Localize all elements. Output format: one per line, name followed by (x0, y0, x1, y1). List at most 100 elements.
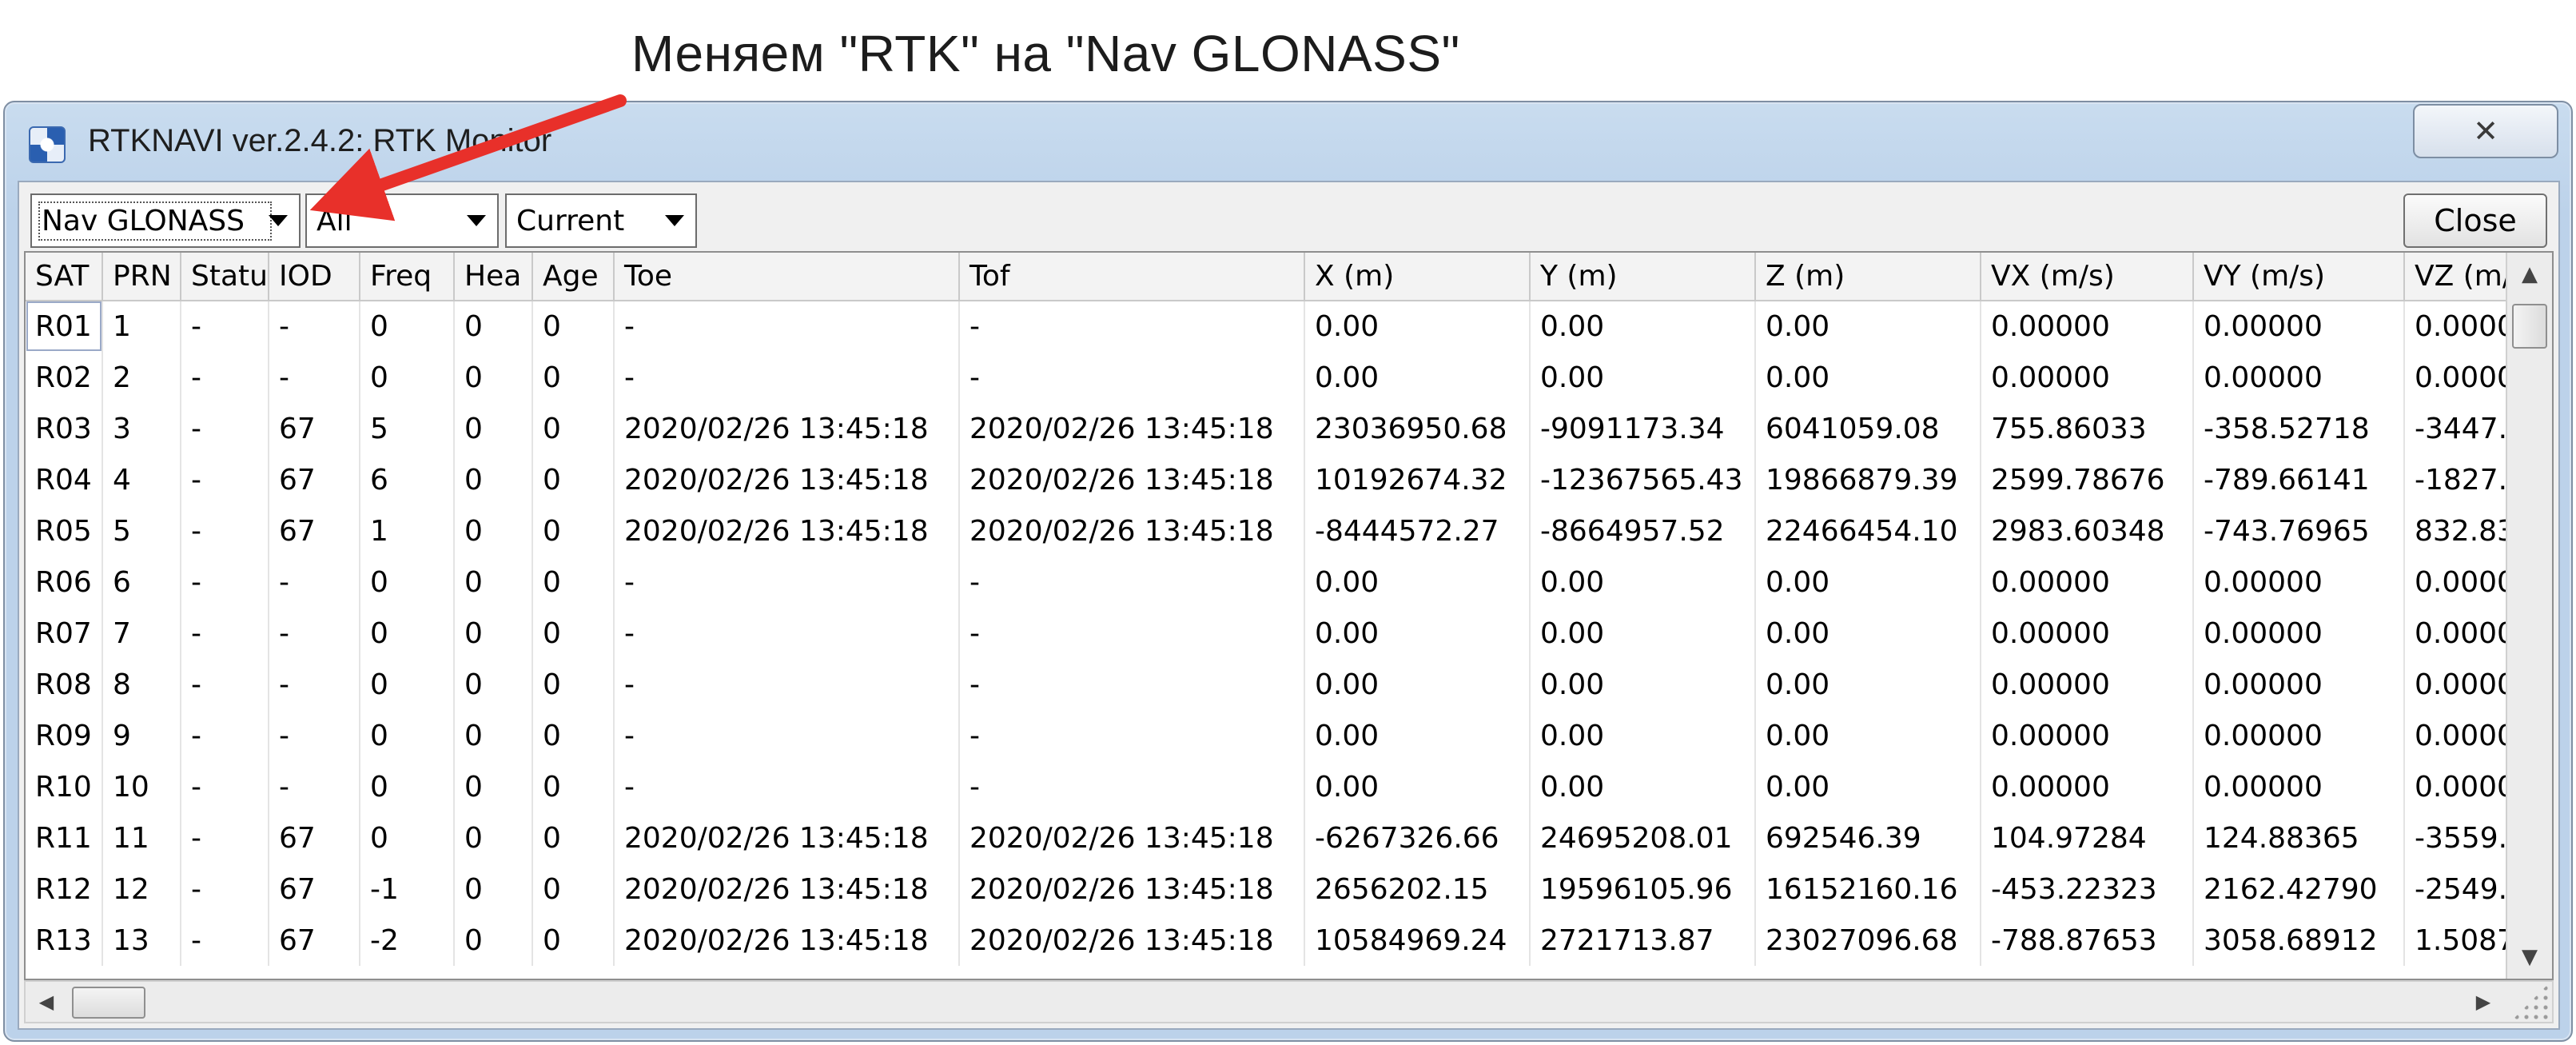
column-header[interactable]: Freq (360, 253, 455, 301)
table-cell: - (181, 915, 269, 966)
monitor-type-select[interactable]: Nav GLONASS (30, 193, 301, 248)
table-cell: 0.00000 (1981, 608, 2194, 659)
table-cell: 2656202.15 (1304, 864, 1531, 915)
scroll-up-icon[interactable]: ▲ (2522, 262, 2538, 286)
table-row[interactable]: R06 6- -0 0 0- -0.00 0.00 0.00 0.00000 0.00000 0.0… (26, 556, 2541, 608)
table-cell: 0 (532, 352, 615, 403)
table-cell: - (269, 556, 360, 608)
table-cell: 11 (102, 812, 181, 864)
table-cell: - (269, 352, 360, 403)
column-header[interactable]: X (m) (1304, 253, 1531, 301)
column-header[interactable]: IOD (269, 253, 360, 301)
window-title: RTKNAVI ver.2.4.2: RTK Monitor (88, 123, 552, 158)
table-cell: 0 (532, 505, 615, 556)
table-row[interactable]: R07 7- -0 0 0- -0.00 0.00 0.00 0.00000 0.00000 0.0… (26, 608, 2541, 659)
chevron-down-icon (467, 215, 486, 226)
table-cell: - (959, 710, 1305, 761)
table-row[interactable]: R04 4-67 6 0 0 2020/02/26 13:45:18 2020/02/26 … (26, 454, 2541, 505)
table-row[interactable]: R10 10- -0 0 0- -0.00 0.00 0.00 0.00000 0.00000 0.… (26, 761, 2541, 812)
table-row[interactable]: R11 11-67 0 0 0 2020/02/26 13:45:18 2020/02/26… (26, 812, 2541, 864)
close-button[interactable]: Close (2403, 193, 2547, 248)
table-cell: 2020/02/26 13:45:18 (959, 812, 1305, 864)
table-cell: 10584969.24 (1304, 915, 1531, 966)
table-cell: 0.00 (1304, 761, 1531, 812)
table-cell: - (181, 505, 269, 556)
vertical-scrollbar[interactable]: ▲ ▼ (2506, 253, 2552, 979)
column-header[interactable]: Z (m) (1755, 253, 1981, 301)
table-cell: 0.00 (1755, 352, 1981, 403)
table-cell: 0.00 (1530, 556, 1756, 608)
table-cell: 0 (532, 812, 615, 864)
table-cell: 22466454.10 (1755, 505, 1981, 556)
table-cell: 0 (360, 608, 455, 659)
table-cell: 67 (269, 454, 360, 505)
table-cell: 0 (532, 710, 615, 761)
table-row[interactable]: R08 8- -0 0 0- -0.00 0.00 0.00 0.00000 0.00000 0.0… (26, 659, 2541, 710)
table-cell: 0.00 (1304, 352, 1531, 403)
resize-grip-icon[interactable] (2512, 983, 2549, 1020)
table-row[interactable]: R01 1- -0 0 0- -0.00 0.00 0.00 0.00000 0.00000 0.0… (26, 301, 2541, 352)
table-cell: 0 (454, 505, 533, 556)
table-cell: 2 (102, 352, 181, 403)
table-cell: 8 (102, 659, 181, 710)
table-cell: - (181, 352, 269, 403)
scroll-down-icon[interactable]: ▼ (2522, 945, 2538, 969)
horizontal-scroll-thumb[interactable] (72, 987, 145, 1019)
table-row[interactable]: R02 2- -0 0 0- -0.00 0.00 0.00 0.00000 0.00000 0.0… (26, 352, 2541, 403)
table-cell: 0 (532, 403, 615, 454)
table-cell: 6041059.08 (1755, 403, 1981, 454)
column-header[interactable]: Tof (959, 253, 1305, 301)
satellite-id-cell: R10 (26, 761, 103, 812)
table-cell: 0 (454, 710, 533, 761)
table-cell: 0.00 (1530, 659, 1756, 710)
table-cell: - (614, 761, 960, 812)
table-row[interactable]: R09 9- -0 0 0- -0.00 0.00 0.00 0.00000 0.00000 0.0… (26, 710, 2541, 761)
table-cell: 0 (454, 352, 533, 403)
satellite-select[interactable]: All (305, 193, 499, 248)
satellite-id-cell: R01 (26, 301, 103, 352)
table-cell: 2020/02/26 13:45:18 (614, 403, 960, 454)
rtknavi-app-icon (29, 126, 66, 163)
table-cell: 2020/02/26 13:45:18 (614, 454, 960, 505)
column-header[interactable]: VY (m/s) (2193, 253, 2405, 301)
table-cell: 0 (454, 454, 533, 505)
table-cell: 0 (454, 812, 533, 864)
title-bar[interactable]: RTKNAVI ver.2.4.2: RTK Monitor ✕ (5, 102, 2571, 181)
table-cell: 4 (102, 454, 181, 505)
horizontal-scrollbar[interactable]: ◀ ▶ (24, 980, 2554, 1023)
column-header[interactable]: VX (m/s) (1981, 253, 2194, 301)
scroll-right-icon[interactable]: ▶ (2475, 991, 2491, 1013)
column-header[interactable]: Statu (181, 253, 269, 301)
table-cell: - (269, 659, 360, 710)
table-cell: 0.00 (1530, 608, 1756, 659)
column-header[interactable]: PRN (102, 253, 181, 301)
column-header[interactable]: SAT (26, 253, 103, 301)
table-cell: 0 (454, 864, 533, 915)
table-row[interactable]: R03 3-67 5 0 0 2020/02/26 13:45:18 2020/02/26 … (26, 403, 2541, 454)
table-cell: 0 (532, 761, 615, 812)
column-header[interactable]: Toe (614, 253, 960, 301)
column-header[interactable]: Y (m) (1530, 253, 1756, 301)
table-cell: 0 (454, 301, 533, 352)
table-cell: 3 (102, 403, 181, 454)
table-row[interactable]: R05 5-67 1 0 0 2020/02/26 13:45:18 2020/02/26 … (26, 505, 2541, 556)
table-row[interactable]: R12 12-67 -1 0 0 2020/02/26 13:45:18 2020/02/2… (26, 864, 2541, 915)
column-header[interactable]: Hea (454, 253, 533, 301)
satellite-id-cell: R12 (26, 864, 103, 915)
satellite-id-cell: R05 (26, 505, 103, 556)
table-cell: 0 (454, 556, 533, 608)
table-cell: 0 (454, 403, 533, 454)
vertical-scroll-thumb[interactable] (2512, 304, 2547, 349)
scroll-left-icon[interactable]: ◀ (38, 991, 54, 1013)
table-cell: - (181, 761, 269, 812)
time-select[interactable]: Current (505, 193, 697, 248)
table-cell: - (614, 352, 960, 403)
table-cell: - (269, 608, 360, 659)
window-close-button[interactable]: ✕ (2413, 104, 2558, 158)
ephemeris-grid[interactable]: SAT PRN Statu IOD Freq Hea Age Toe Tof X (m) Y (m)… (24, 251, 2554, 980)
table-cell: 0 (454, 761, 533, 812)
table-cell: 6 (102, 556, 181, 608)
column-header[interactable]: Age (532, 253, 615, 301)
table-row[interactable]: R13 13-67 -2 0 0 2020/02/26 13:45:18 2020/02/2… (26, 915, 2541, 966)
table-cell: - (269, 761, 360, 812)
